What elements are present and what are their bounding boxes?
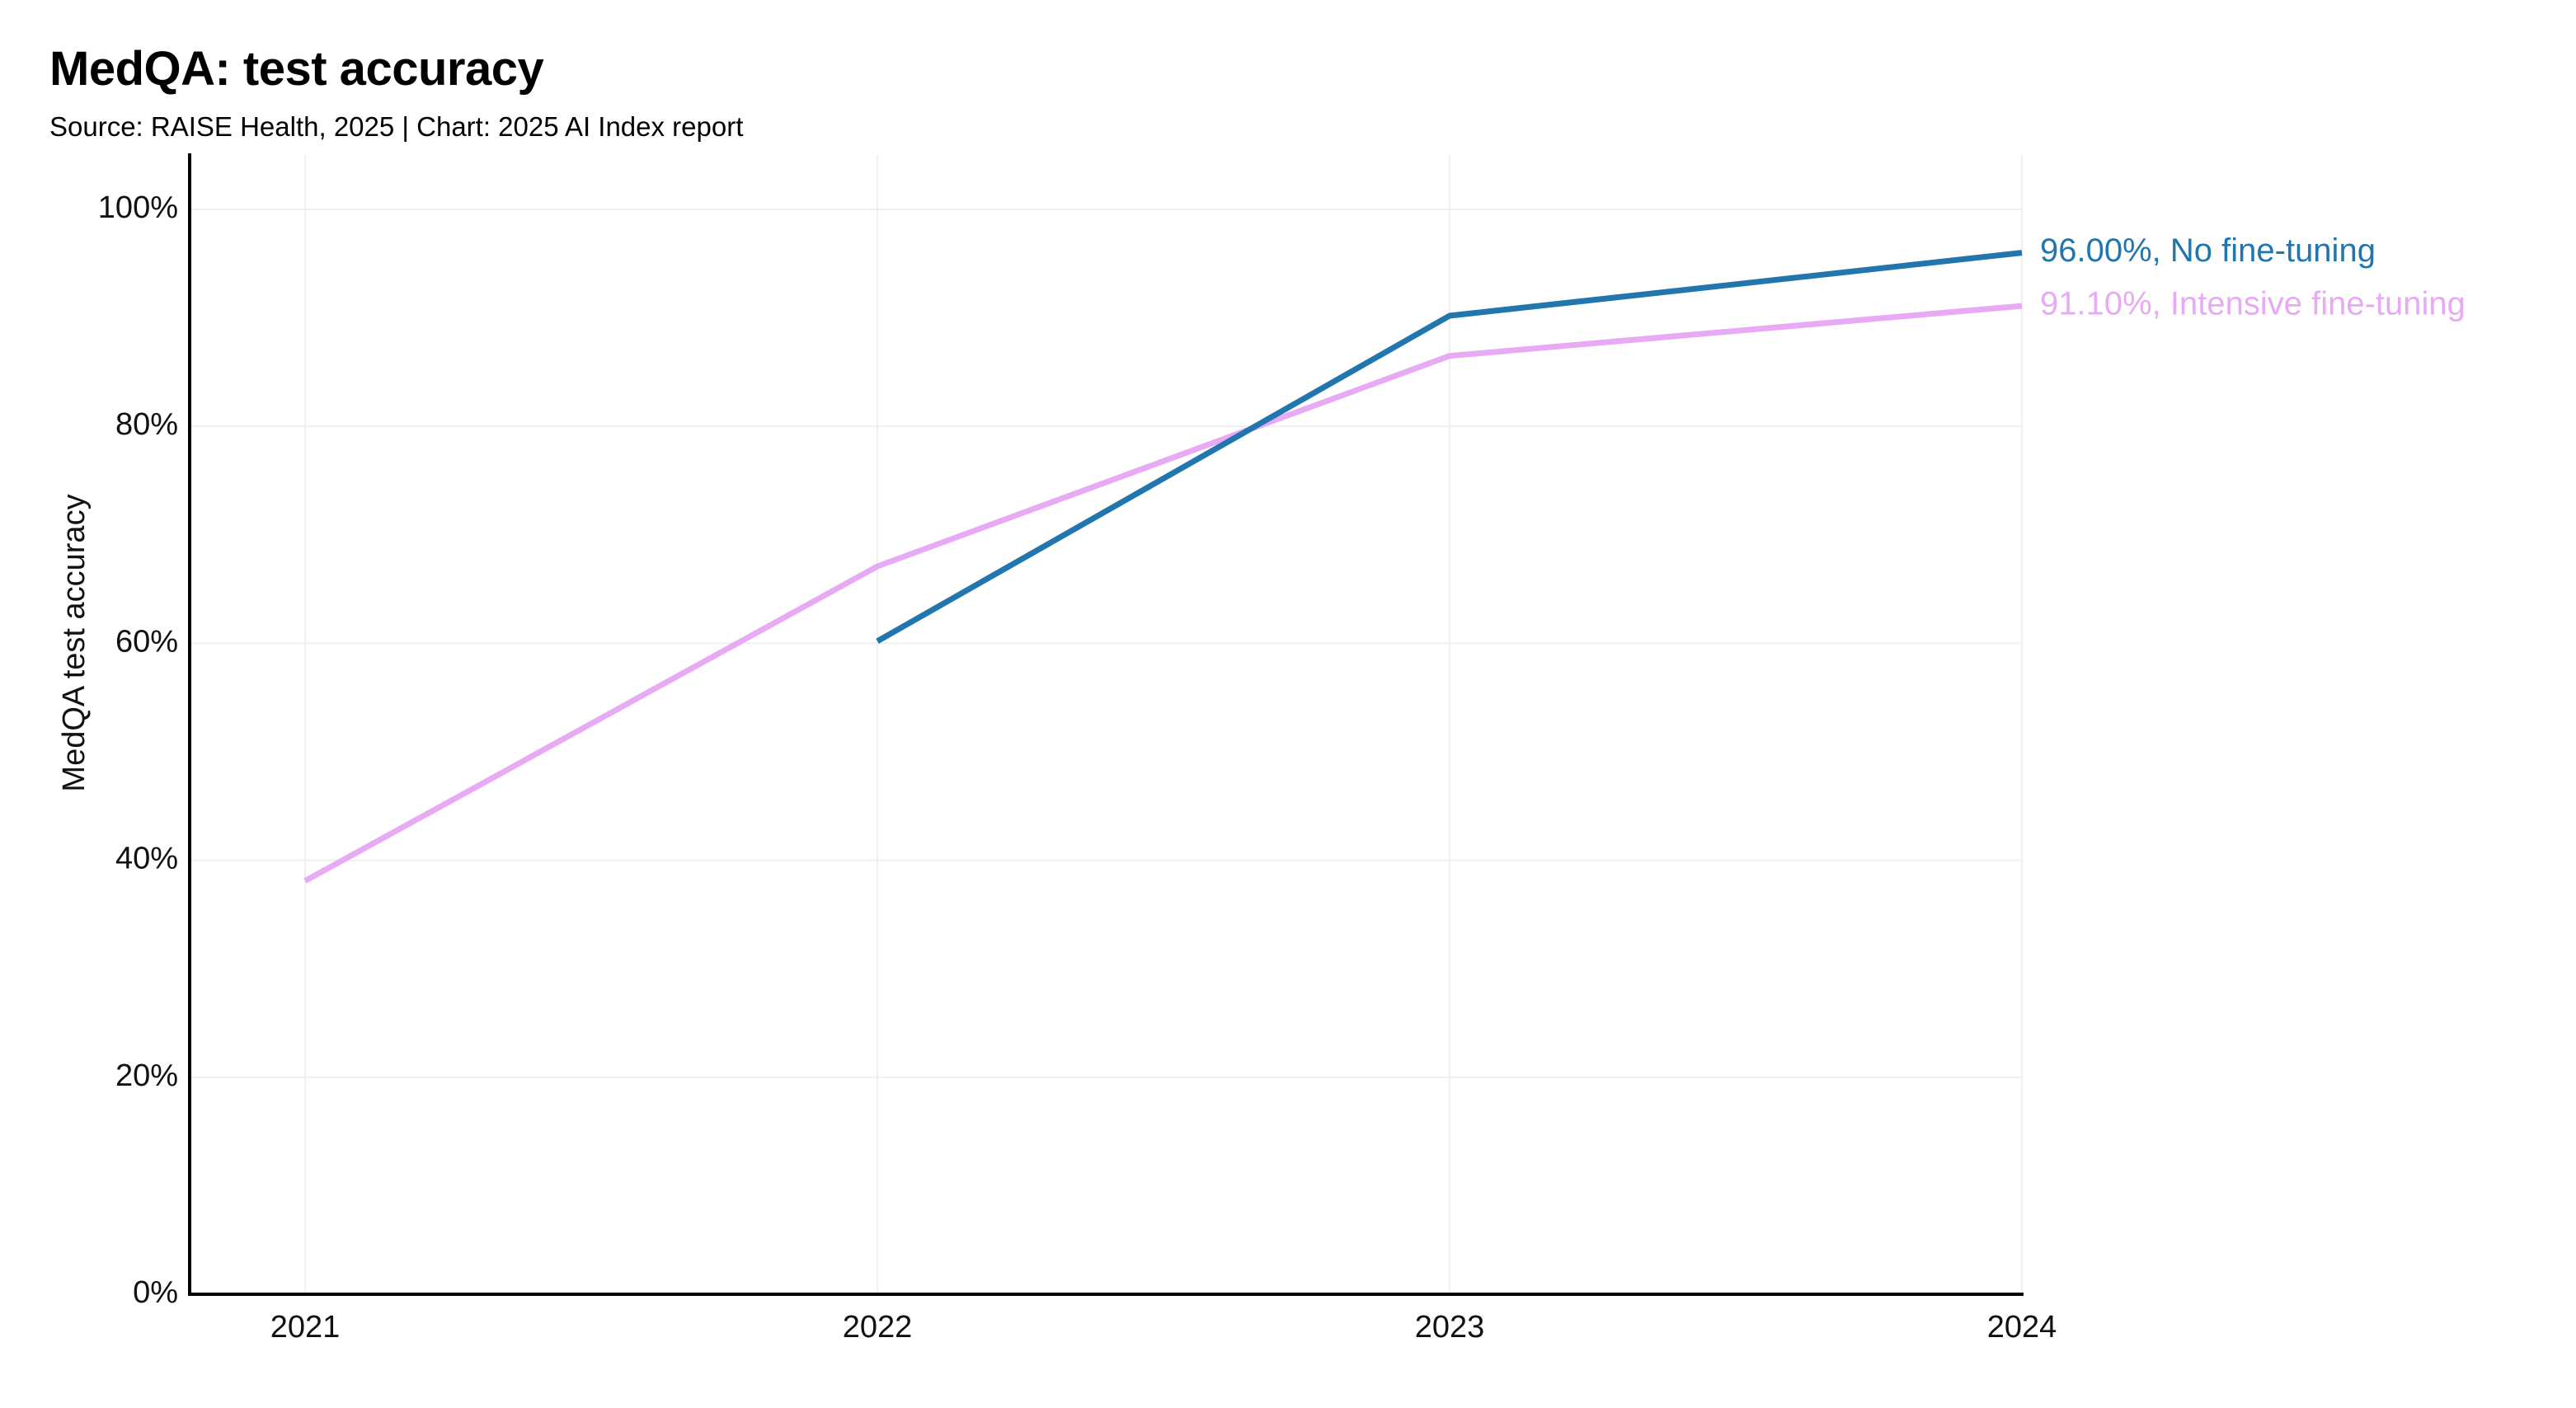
chart-subtitle: Source: RAISE Health, 2025 | Chart: 2025…: [49, 111, 744, 142]
y-tick-label: 60%: [115, 624, 178, 659]
series-lines: [303, 250, 2023, 884]
x-tick-label: 2023: [1415, 1310, 1485, 1345]
y-tick-label: 0%: [133, 1275, 178, 1310]
x-tick-labels: 2021 2022 2023 2024: [270, 1310, 2057, 1345]
y-tick-label: 100%: [98, 190, 178, 225]
y-tick-labels: 0% 20% 40% 60% 80% 100%: [98, 190, 178, 1310]
x-tick-label: 2024: [1987, 1310, 2057, 1345]
end-labels: 96.00%, No fine-tuning 91.10%, Intensive …: [2040, 232, 2466, 321]
grid-lines: [190, 155, 2023, 1294]
chart-title: MedQA: test accuracy: [49, 42, 544, 96]
x-tick-label: 2022: [843, 1310, 913, 1345]
y-tick-label: 20%: [115, 1058, 178, 1093]
y-axis-label: MedQA test accuracy: [57, 494, 92, 791]
series-end-label: 91.10%, Intensive fine-tuning: [2040, 286, 2466, 322]
series-end-label: 96.00%, No fine-tuning: [2040, 232, 2376, 269]
series-line-intensive-fine-tuning: [303, 303, 2023, 884]
x-tick-label: 2021: [270, 1310, 341, 1345]
y-tick-label: 40%: [115, 842, 178, 876]
series-line-no-fine-tuning: [876, 250, 2023, 644]
axes: [188, 153, 2024, 1296]
y-tick-label: 80%: [115, 407, 178, 442]
